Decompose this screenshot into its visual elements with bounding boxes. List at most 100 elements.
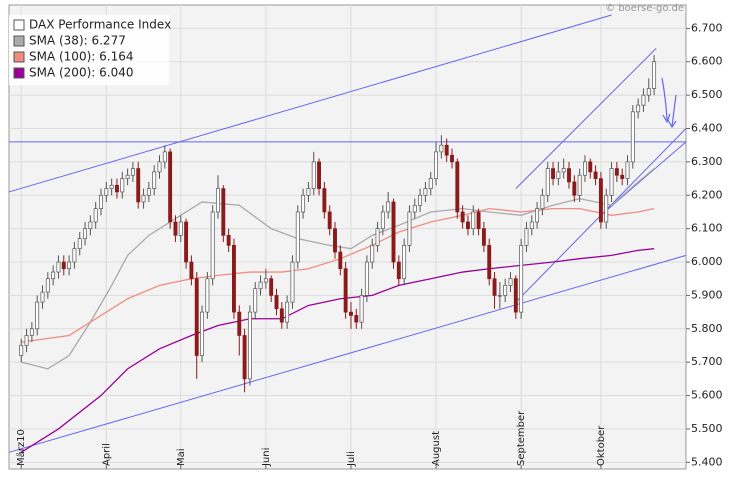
candle-body [412, 204, 417, 213]
candle-body [226, 234, 231, 246]
candle-body [109, 184, 114, 189]
candle-body [359, 295, 364, 323]
candle-body [125, 174, 130, 179]
candle-body [146, 188, 151, 196]
candle-body [115, 184, 119, 193]
candle-body [508, 278, 513, 286]
candle-body [407, 211, 412, 246]
candle-body [194, 278, 199, 356]
candle-body [652, 61, 657, 89]
legend-label: DAX Performance Index [29, 18, 171, 32]
candle-body [450, 154, 454, 163]
candle-body [343, 268, 348, 313]
candle-body [428, 178, 433, 189]
candle-body [189, 261, 194, 280]
candle-body [19, 345, 24, 356]
candle-body [524, 228, 529, 246]
candle-body [274, 295, 279, 310]
candle-body [646, 88, 651, 96]
candle-body [636, 104, 641, 113]
candle-body [247, 311, 252, 380]
watermark: © boerse-go.de [605, 3, 684, 14]
candle-body [178, 221, 183, 236]
candle-body [593, 171, 598, 179]
candle-body [205, 278, 210, 313]
legend-swatch [13, 19, 25, 31]
legend-label: SMA (200): 6.040 [29, 66, 133, 80]
candle-body [99, 194, 103, 209]
candle-body [173, 221, 178, 236]
candle-body [279, 308, 284, 323]
candle-body [258, 281, 263, 290]
candle-body [503, 285, 508, 296]
legend-label: SMA (100): 6.164 [29, 50, 133, 64]
candle-body [519, 244, 524, 313]
candle-body [162, 151, 167, 163]
sma-line [20, 248, 655, 453]
candle-body [72, 248, 77, 263]
candle-body [141, 194, 146, 203]
candle-body [455, 161, 460, 213]
trend-line [515, 48, 657, 189]
candle-body [370, 244, 375, 263]
candle-body [35, 301, 40, 330]
legend-label: SMA (38): 6.277 [29, 34, 126, 48]
candle-body [620, 174, 625, 179]
candle-body [242, 335, 247, 380]
y-tick-label: 6.700 [691, 21, 723, 34]
candle-body [471, 211, 476, 230]
candle-body [487, 244, 492, 280]
candle-body [439, 144, 444, 153]
candle-body [40, 291, 45, 303]
candle-body [349, 311, 353, 316]
candle-body [476, 211, 481, 230]
x-tick-label: August [431, 431, 442, 466]
candle-body [572, 181, 577, 196]
candle-body [540, 194, 545, 209]
candle-body [481, 228, 486, 246]
candle-body [77, 238, 82, 250]
candle-body [551, 168, 555, 179]
candle-body [306, 188, 311, 196]
candle-body [386, 201, 391, 213]
candle-body [364, 261, 369, 296]
candle-body [396, 261, 401, 280]
candle-body [29, 328, 34, 336]
y-tick-label: 6.200 [691, 188, 723, 201]
candle-body [311, 161, 316, 189]
arrows [661, 77, 677, 129]
candle-body [157, 161, 162, 173]
candle-body [434, 151, 438, 179]
candle-body [253, 288, 258, 313]
legend-swatch [13, 35, 25, 47]
legend-swatch [13, 51, 25, 63]
legend-box [9, 15, 169, 85]
candle-body [444, 144, 449, 156]
arrow [667, 94, 677, 129]
candle-body [51, 271, 56, 280]
x-tick-label: Juli [346, 451, 357, 467]
candle-body [492, 278, 497, 296]
y-tick-label: 6.400 [691, 122, 723, 135]
candle-body [380, 211, 385, 230]
candle-body [232, 244, 236, 313]
candle-body [609, 168, 614, 196]
x-tick-label: Mai [176, 448, 187, 466]
y-tick-label: 5.700 [691, 355, 723, 368]
candle-body [322, 188, 327, 213]
candle-body [45, 278, 50, 293]
sma-line [21, 207, 655, 343]
y-tick-label: 5.900 [691, 288, 723, 301]
x-tick-label: September [516, 410, 527, 466]
legend-swatch [13, 67, 25, 79]
y-tick-label: 6.500 [691, 88, 723, 101]
trend-line [600, 141, 687, 216]
candle-body [460, 211, 465, 223]
candle-body [556, 171, 561, 179]
x-tick-label: Juni [261, 448, 272, 467]
candle-body [184, 221, 189, 263]
candle-body [497, 295, 502, 297]
candle-body [545, 168, 550, 196]
candle-body [152, 171, 157, 189]
candle-body [269, 278, 274, 296]
